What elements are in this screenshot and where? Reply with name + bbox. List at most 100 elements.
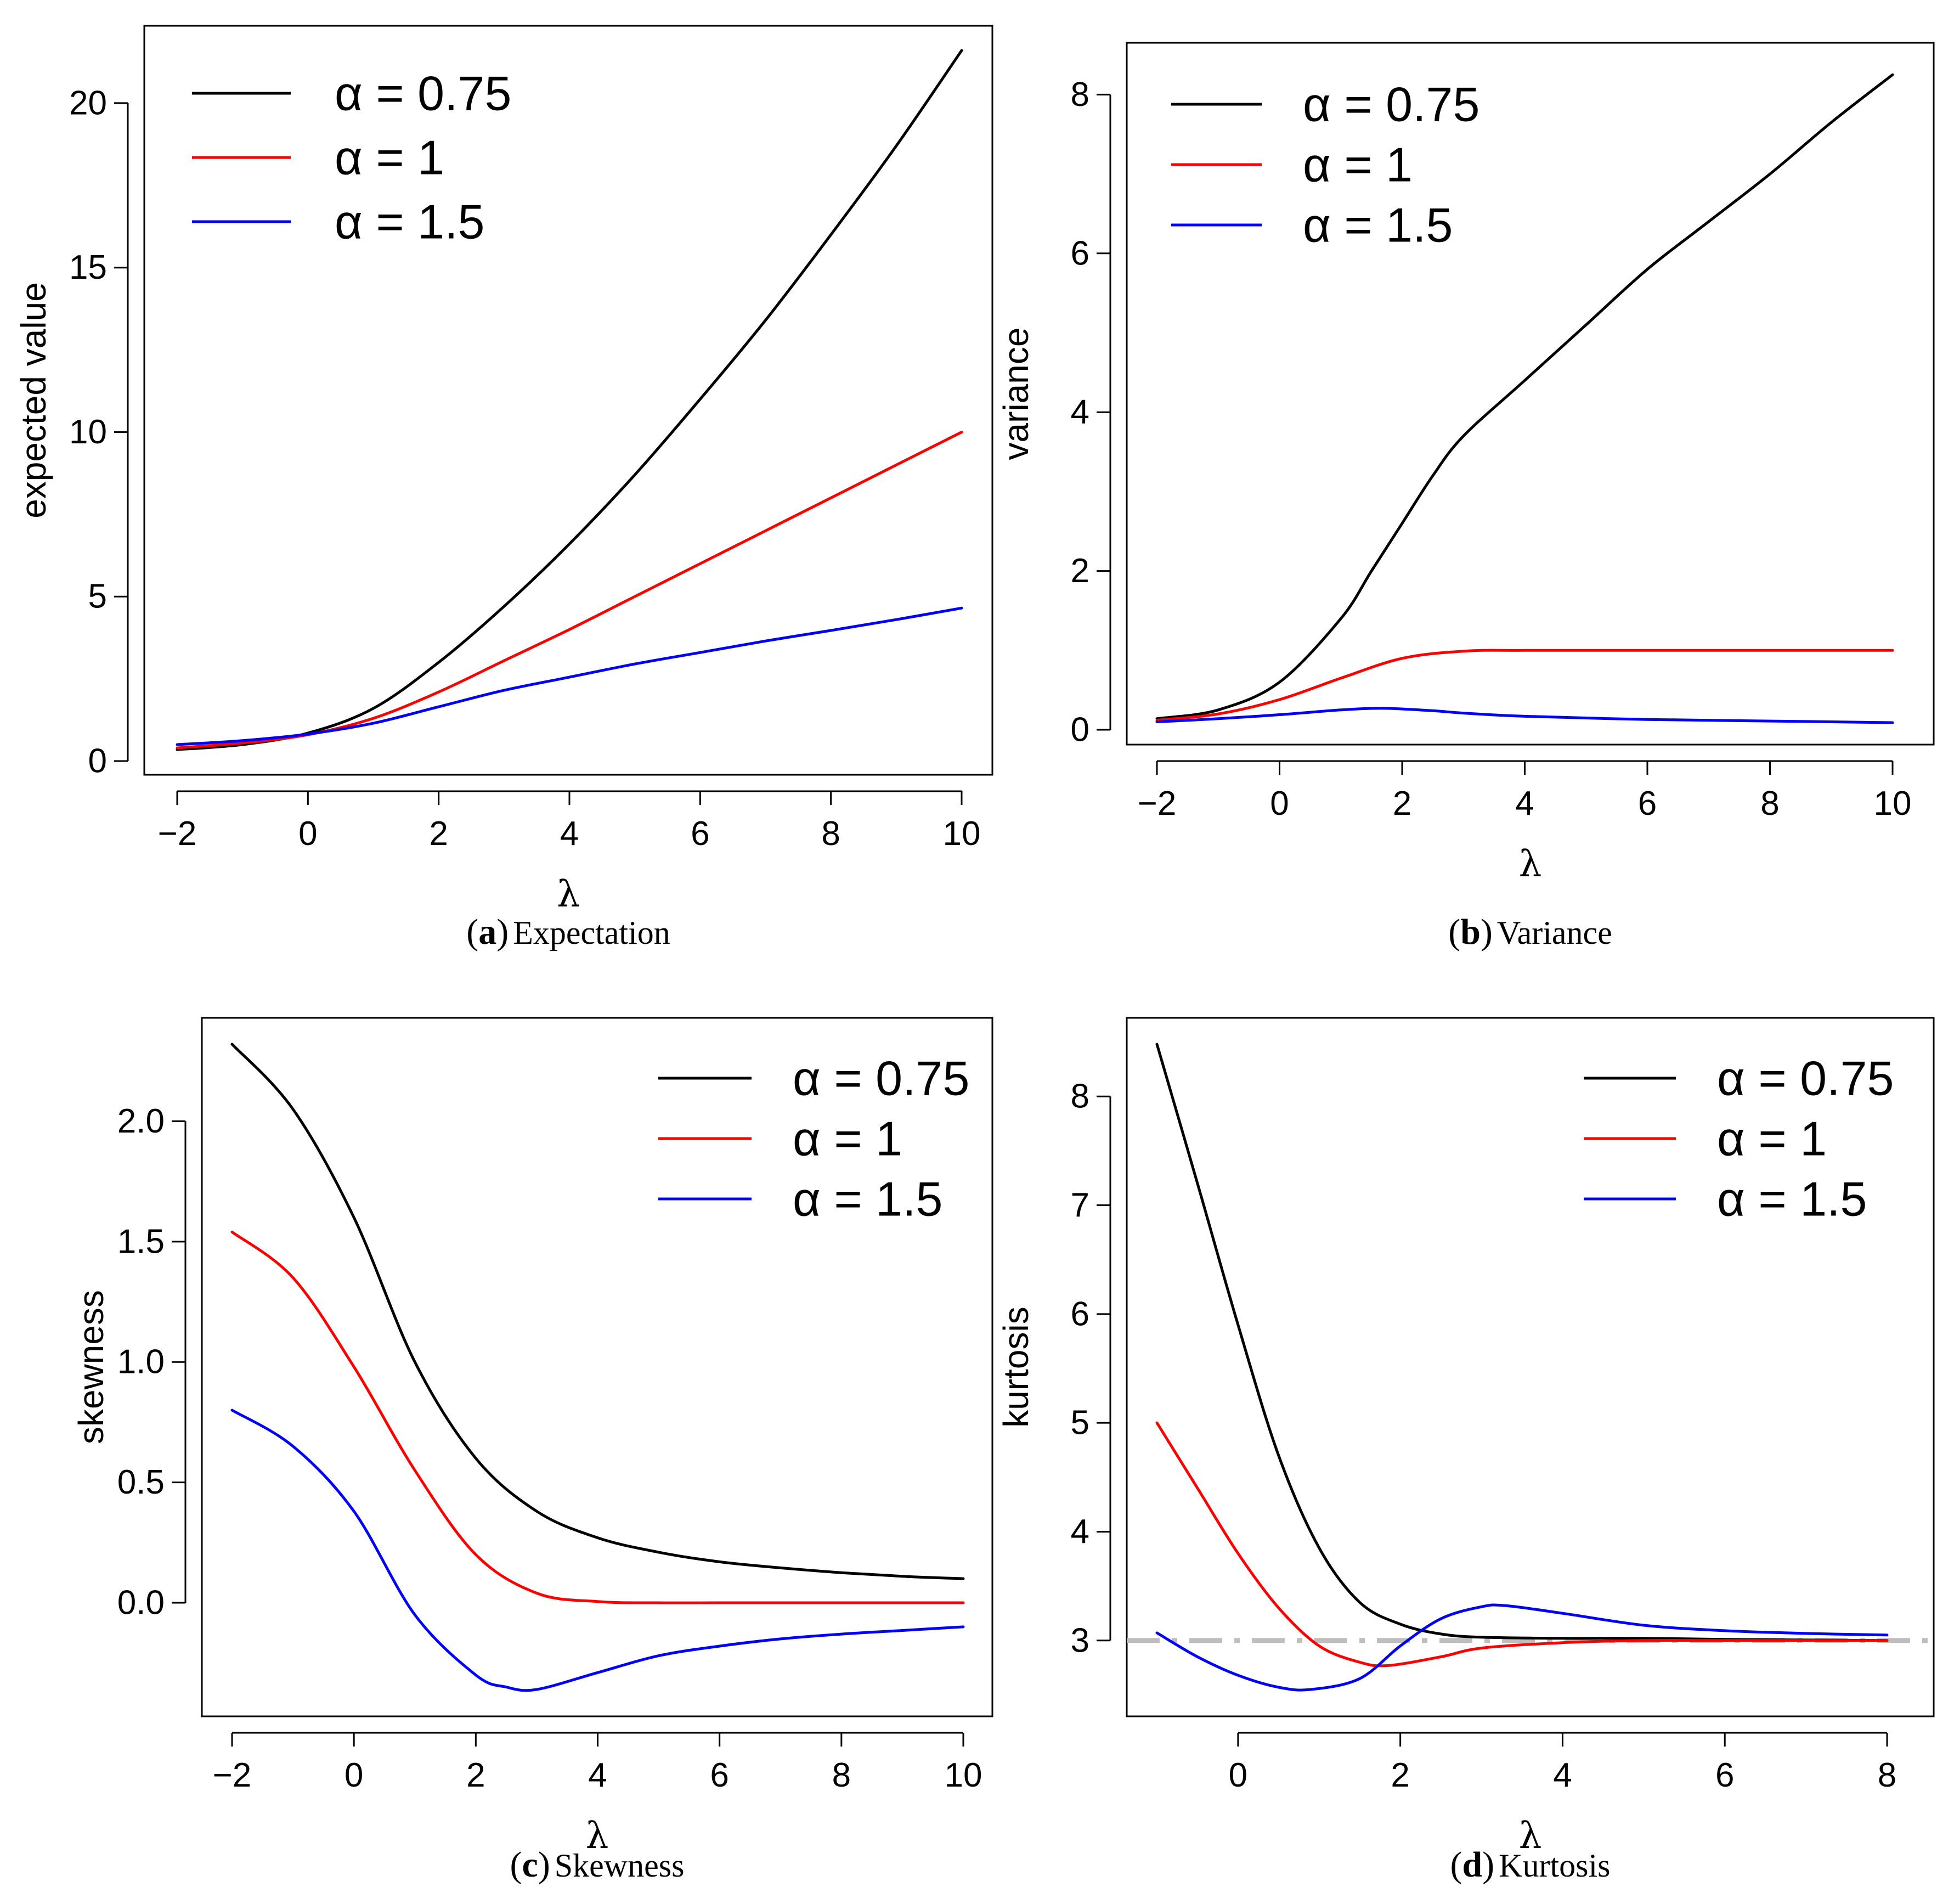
y-tick-label: 0	[88, 742, 107, 780]
x-tick-label: 0	[298, 815, 317, 853]
x-tick-label: 10	[943, 815, 981, 853]
caption-text: Expectation	[513, 915, 670, 951]
x-tick-label: 8	[832, 1756, 851, 1794]
plot-frame	[201, 1017, 993, 1717]
legend-label-1: α = 1	[1303, 138, 1413, 192]
caption-letter: c	[522, 1845, 538, 1885]
series-group	[176, 49, 963, 751]
plot-frame	[1126, 42, 1935, 746]
series-group	[1155, 73, 1894, 724]
legend: α = 0.75 α = 1 α = 1.5	[658, 1051, 969, 1226]
y-tick-label: 5	[1071, 1404, 1089, 1442]
y-axis: 0 2 4 6 8	[1071, 76, 1111, 749]
caption-letter: d	[1462, 1845, 1482, 1885]
x-axis: −2 0 2 4 6 8 10	[1138, 760, 1912, 823]
x-tick-label: 10	[1874, 785, 1912, 823]
x-axis-label: λ	[1519, 1815, 1542, 1857]
x-tick-label: −2	[1138, 785, 1177, 823]
series-line-1	[230, 1230, 965, 1604]
x-tick-label: 4	[560, 815, 579, 853]
x-tick-label: −2	[158, 815, 197, 853]
y-axis-label: kurtosis	[996, 1306, 1036, 1428]
y-tick-label: 0.5	[117, 1463, 165, 1501]
y-tick-label: 2	[1071, 552, 1089, 590]
y-tick-label: 7	[1071, 1186, 1089, 1224]
x-axis-label: λ	[557, 873, 580, 915]
panel-caption: (d) Kurtosis	[1450, 1845, 1610, 1885]
x-axis: 0 2 4 6 8	[1229, 1732, 1896, 1794]
y-tick-label: 6	[1071, 234, 1089, 272]
panel-d: 0 2 4 6 8 3 4 5 6 7 8 λ kurtosis α = 0.75 α = 1 α = 1.5…	[996, 1017, 1935, 1885]
series-group	[230, 1043, 965, 1692]
x-tick-label: 6	[710, 1756, 729, 1794]
y-tick-label: 15	[69, 249, 107, 286]
legend-label-2: α = 1.5	[1303, 198, 1453, 252]
y-axis: 0 5 10 15 20	[69, 84, 129, 780]
x-tick-label: 4	[1553, 1756, 1572, 1794]
legend-label-2: α = 1.5	[335, 195, 485, 249]
caption-text: Kurtosis	[1499, 1847, 1610, 1884]
x-tick-label: 2	[1391, 1756, 1409, 1794]
y-tick-label: 8	[1071, 76, 1089, 114]
y-tick-label: 20	[69, 84, 107, 122]
y-axis-label: expected value	[14, 282, 53, 519]
x-tick-label: 4	[588, 1756, 607, 1794]
x-axis-label: λ	[586, 1815, 609, 1857]
x-tick-label: 8	[1760, 785, 1779, 823]
y-axis: 0.0 0.5 1.0 1.5 2.0	[117, 1102, 187, 1622]
x-tick-label: 6	[691, 815, 709, 853]
series-line-2	[230, 1409, 965, 1692]
plot-frame	[1126, 1017, 1935, 1717]
legend: α = 0.75 α = 1 α = 1.5	[1171, 77, 1479, 252]
y-axis: 3 4 5 6 7 8	[1071, 1078, 1111, 1659]
legend: α = 0.75 α = 1 α = 1.5	[1584, 1051, 1894, 1226]
y-axis-label: variance	[996, 328, 1036, 460]
x-tick-label: 4	[1515, 785, 1534, 823]
x-axis: −2 0 2 4 6 8 10	[213, 1732, 982, 1794]
x-tick-label: 0	[1229, 1756, 1247, 1794]
y-tick-label: 6	[1071, 1295, 1089, 1333]
legend-label-1: α = 1	[335, 131, 444, 185]
series-group	[1155, 1043, 1889, 1692]
legend-label-2: α = 1.5	[1717, 1172, 1867, 1226]
legend: α = 0.75 α = 1 α = 1.5	[192, 66, 511, 249]
legend-label-1: α = 1	[1717, 1112, 1827, 1166]
x-tick-label: 2	[1393, 785, 1411, 823]
series-line-0	[230, 1043, 965, 1580]
series-line-0	[1155, 73, 1894, 720]
y-tick-label: 1.5	[117, 1223, 165, 1260]
series-line-2	[1155, 707, 1894, 724]
panel-c: −2 0 2 4 6 8 10 0.0 0.5 1.0 1.5 2.0 λ skewness α = 0.7…	[71, 1017, 993, 1885]
series-line-2	[176, 606, 963, 746]
series-line-0	[176, 49, 963, 751]
y-tick-label: 1.0	[117, 1343, 165, 1381]
legend-label-0: α = 0.75	[1303, 77, 1479, 132]
y-tick-label: 4	[1071, 393, 1089, 431]
y-tick-label: 2.0	[117, 1102, 165, 1140]
series-line-1	[176, 431, 963, 750]
plot-frame	[143, 25, 993, 776]
y-tick-label: 5	[88, 578, 107, 616]
x-axis: −2 0 2 4 6 8 10	[158, 790, 981, 853]
x-tick-label: 0	[1270, 785, 1289, 823]
y-tick-label: 0	[1071, 711, 1089, 749]
x-tick-label: 8	[1878, 1756, 1896, 1794]
y-tick-label: 4	[1071, 1513, 1089, 1551]
x-tick-label: 6	[1715, 1756, 1734, 1794]
x-tick-label: 0	[345, 1756, 363, 1794]
y-tick-label: 10	[69, 413, 107, 451]
series-line-1	[1155, 649, 1894, 722]
panel-caption: (b) Variance	[1448, 912, 1612, 952]
caption-letter: b	[1460, 912, 1481, 952]
series-line-1	[1155, 1421, 1889, 1668]
x-tick-label: 2	[429, 815, 448, 853]
x-tick-label: 2	[466, 1756, 485, 1794]
caption-text: Skewness	[555, 1847, 685, 1884]
legend-label-1: α = 1	[793, 1112, 902, 1166]
panel-a: −2 0 2 4 6 8 10 0 5 10 15 20 λ expected value α = 0.75…	[14, 25, 993, 952]
x-axis-label: λ	[1519, 843, 1542, 885]
caption-letter: a	[478, 912, 496, 952]
y-axis-label: skewness	[71, 1290, 111, 1444]
y-tick-label: 0.0	[117, 1584, 165, 1622]
